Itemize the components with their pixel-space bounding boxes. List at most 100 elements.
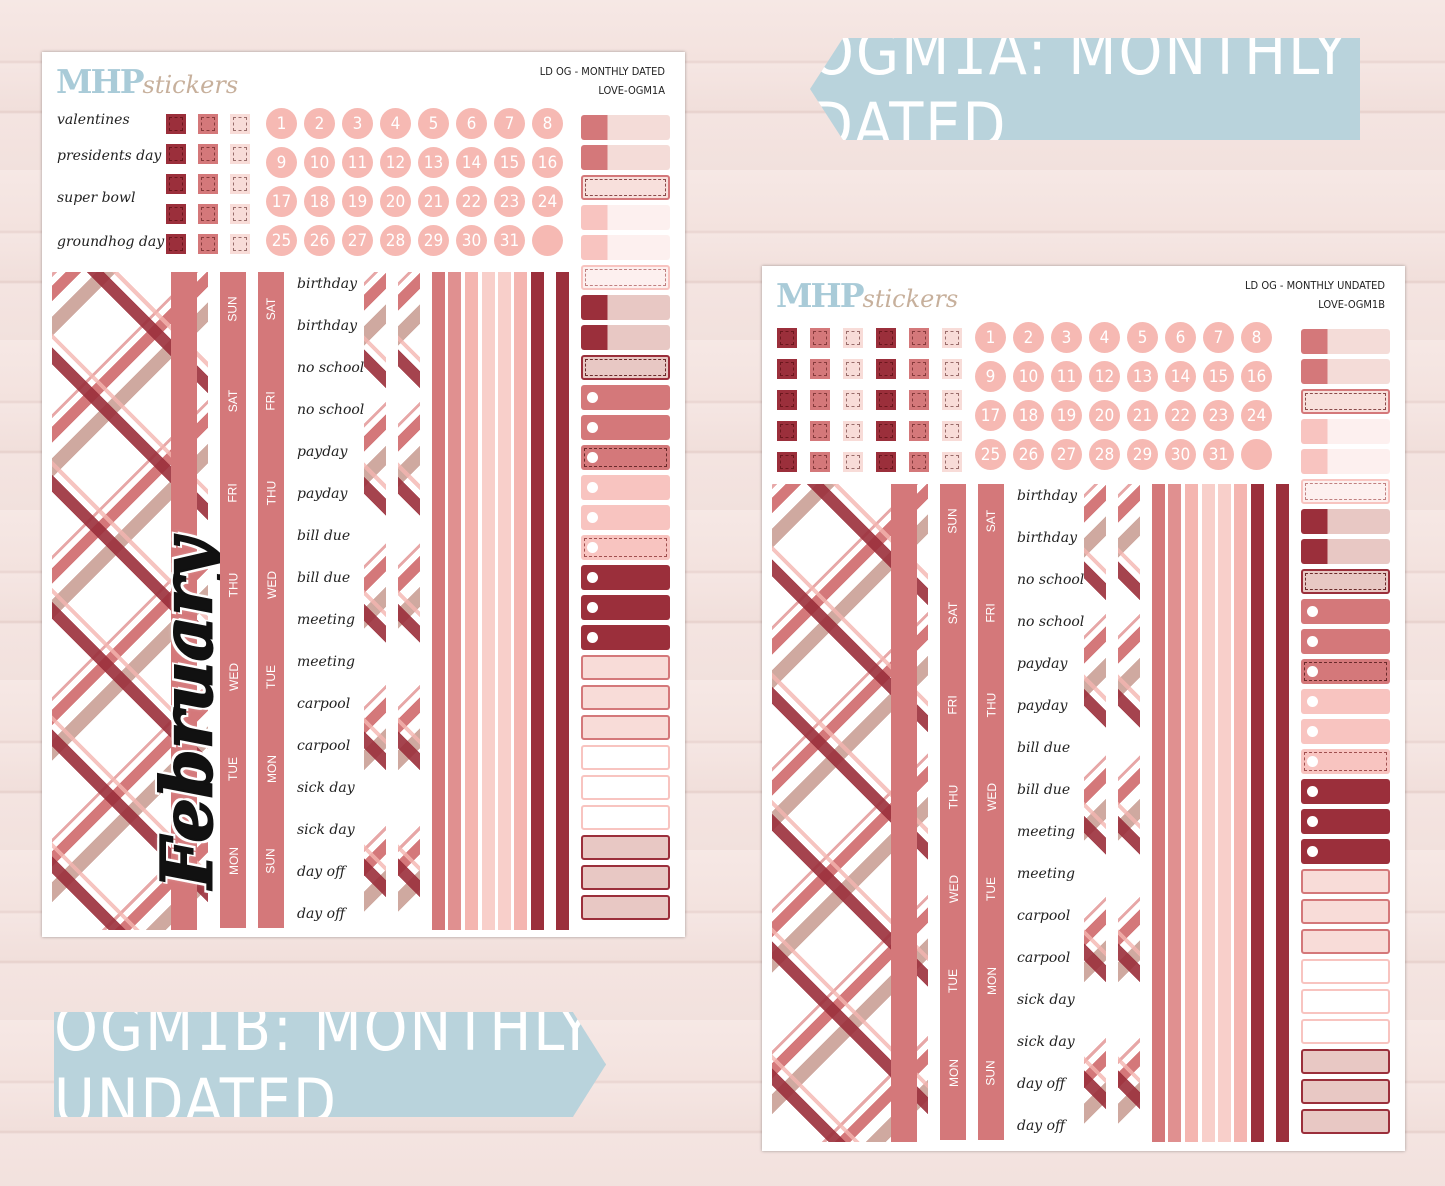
square-sticker [876,421,896,441]
square-sticker [909,452,929,472]
sheet-title: LD OG - MONTHLY DATED LOVE-OGM1A [539,65,665,97]
date-circle: 24 [1241,400,1272,431]
stripe-sticker [482,272,495,930]
stripe-sticker [498,272,511,930]
box-sticker [1301,869,1390,894]
day-label: SUN [978,1060,1004,1085]
sticker-sheet-undated: MHPstickers LD OG - MONTHLY UNDATED LOVE-… [762,266,1405,1151]
date-circle: 31 [494,225,525,256]
day-text: MON [985,967,999,995]
month-title: February [145,537,230,889]
label-sticker: bill due [1017,740,1071,756]
dot-icon [1307,666,1318,677]
dot-icon [1307,816,1318,827]
box-sticker [581,835,670,860]
date-circle: 5 [1127,322,1158,353]
date-circle: 29 [418,225,449,256]
box-sticker [1301,1019,1390,1044]
day-strip: SAT FRI THU WED TUE MON SUN [258,272,284,928]
date-circle: 20 [380,186,411,217]
square-sticker [909,390,929,410]
square-sticker [909,359,929,379]
stripe-sticker [531,272,544,930]
box-sticker [581,265,670,290]
stripe-sticker [1251,484,1264,1142]
dot-icon [587,572,598,583]
box-sticker [1301,659,1390,684]
label-sticker: meeting [1017,824,1075,840]
date-circle: 27 [342,225,373,256]
sheet-title: LD OG - MONTHLY UNDATED LOVE-OGM1B [1245,279,1385,311]
box-sticker [1301,359,1390,384]
day-text: TUE [264,665,278,689]
date-circle: 16 [532,147,563,178]
label-sticker: day off [297,906,346,922]
day-text: TUE [946,969,960,993]
date-circle: 7 [494,108,525,139]
date-circle: 31 [1203,439,1234,470]
plaid-bar [171,272,197,930]
box-sticker [1301,449,1390,474]
label-sticker: sick day [297,780,355,796]
box-sticker [581,535,670,560]
date-circle: 25 [975,439,1006,470]
label-sticker: day off [1017,1076,1066,1092]
holiday-label: valentines [57,112,130,128]
day-label: TUE [258,665,284,689]
box-sticker [1301,539,1390,564]
square-sticker [843,390,863,410]
date-circle: 20 [1089,400,1120,431]
box-sticker [1301,1109,1390,1134]
label-sticker: day off [1017,1118,1066,1134]
box-sticker [1301,689,1390,714]
day-text: FRI [226,483,240,503]
date-circle: 6 [1165,322,1196,353]
dot-icon [1307,726,1318,737]
square-sticker [230,114,250,134]
day-text: THU [945,784,960,810]
holiday-label: groundhog day [57,234,165,250]
square-sticker [843,328,863,348]
date-circle: 3 [1051,322,1082,353]
day-text: THU [263,480,278,506]
box-sticker [581,235,670,260]
stripe-sticker [465,272,478,930]
day-text: TUE [984,877,998,901]
day-label: TUE [978,877,1004,901]
day-text: MON [227,847,241,875]
square-sticker [942,421,962,441]
date-circle: 15 [494,147,525,178]
box-sticker [581,475,670,500]
day-label: MON [940,1059,966,1087]
label-sticker: payday [297,444,348,460]
date-circle: 9 [975,361,1006,392]
day-text: TUE [226,757,240,781]
sticker-sheet-dated: MHPstickers LD OG - MONTHLY DATED LOVE-OG… [42,52,685,937]
stripe-sticker [514,272,527,930]
box-sticker [581,865,670,890]
day-text: FRI [264,391,278,411]
box-sticker [1301,509,1390,534]
plaid-strip [398,272,420,932]
label-sticker: no school [297,402,365,418]
date-circle: 19 [342,186,373,217]
dot-icon [1307,606,1318,617]
stripe-sticker [1218,484,1231,1142]
day-text: SUN [226,296,240,322]
day-text: WED [227,663,241,691]
day-label: THU [978,693,1004,718]
box-sticker [1301,779,1390,804]
date-circle: 3 [342,108,373,139]
stripe-sticker [448,272,461,930]
square-sticker [777,328,797,348]
box-sticker [1301,929,1390,954]
day-label: SAT [978,510,1004,532]
square-sticker [843,421,863,441]
plaid-sticker [772,484,928,1142]
date-circle: 1 [266,108,297,139]
label-sticker: carpool [1017,950,1071,966]
box-sticker [1301,419,1390,444]
dot-icon [1307,786,1318,797]
box-sticker [581,895,670,920]
box-sticker [581,385,670,410]
